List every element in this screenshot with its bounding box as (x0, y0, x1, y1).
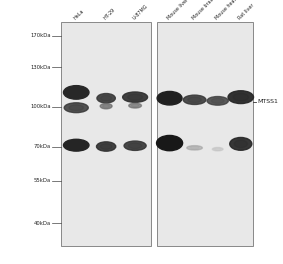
Text: MTSS1: MTSS1 (257, 99, 278, 104)
Text: HT-29: HT-29 (103, 8, 116, 21)
Ellipse shape (69, 105, 83, 111)
Ellipse shape (131, 104, 139, 107)
Ellipse shape (234, 140, 247, 148)
Ellipse shape (128, 94, 143, 100)
Ellipse shape (215, 148, 221, 150)
Ellipse shape (211, 98, 224, 103)
Ellipse shape (101, 95, 112, 101)
Ellipse shape (63, 86, 89, 99)
Ellipse shape (228, 91, 254, 103)
Ellipse shape (102, 105, 110, 108)
Ellipse shape (68, 142, 84, 149)
Text: 130kDa: 130kDa (31, 65, 51, 70)
Bar (61, 22, 151, 246)
Text: Mouse liver: Mouse liver (166, 0, 189, 21)
Ellipse shape (188, 97, 201, 103)
Text: 70kDa: 70kDa (34, 144, 51, 149)
Text: 100kDa: 100kDa (31, 105, 51, 109)
Text: U-87MG: U-87MG (132, 4, 149, 21)
Ellipse shape (156, 135, 183, 151)
Ellipse shape (63, 139, 89, 151)
Ellipse shape (183, 95, 206, 105)
Text: 55kDa: 55kDa (34, 178, 51, 183)
Ellipse shape (190, 147, 199, 149)
Ellipse shape (100, 103, 112, 109)
Ellipse shape (124, 141, 146, 150)
Ellipse shape (212, 147, 223, 151)
Ellipse shape (157, 91, 182, 105)
Ellipse shape (233, 93, 248, 101)
Ellipse shape (187, 146, 202, 150)
Ellipse shape (207, 97, 228, 105)
Text: 40kDa: 40kDa (34, 221, 51, 225)
Text: HeLa: HeLa (73, 9, 85, 21)
Ellipse shape (128, 143, 142, 149)
Ellipse shape (64, 103, 88, 113)
Ellipse shape (100, 144, 112, 149)
Ellipse shape (230, 138, 252, 150)
Ellipse shape (123, 92, 147, 102)
Text: Rat liver: Rat liver (237, 3, 255, 21)
Ellipse shape (129, 103, 142, 108)
Text: 170kDa: 170kDa (31, 33, 51, 38)
Text: Mouse brain: Mouse brain (191, 0, 216, 21)
Ellipse shape (68, 88, 84, 96)
Ellipse shape (97, 142, 116, 151)
Text: Mouse heart: Mouse heart (214, 0, 239, 21)
Bar (157, 22, 253, 246)
Ellipse shape (162, 139, 177, 148)
Ellipse shape (162, 94, 177, 102)
Ellipse shape (97, 93, 115, 103)
